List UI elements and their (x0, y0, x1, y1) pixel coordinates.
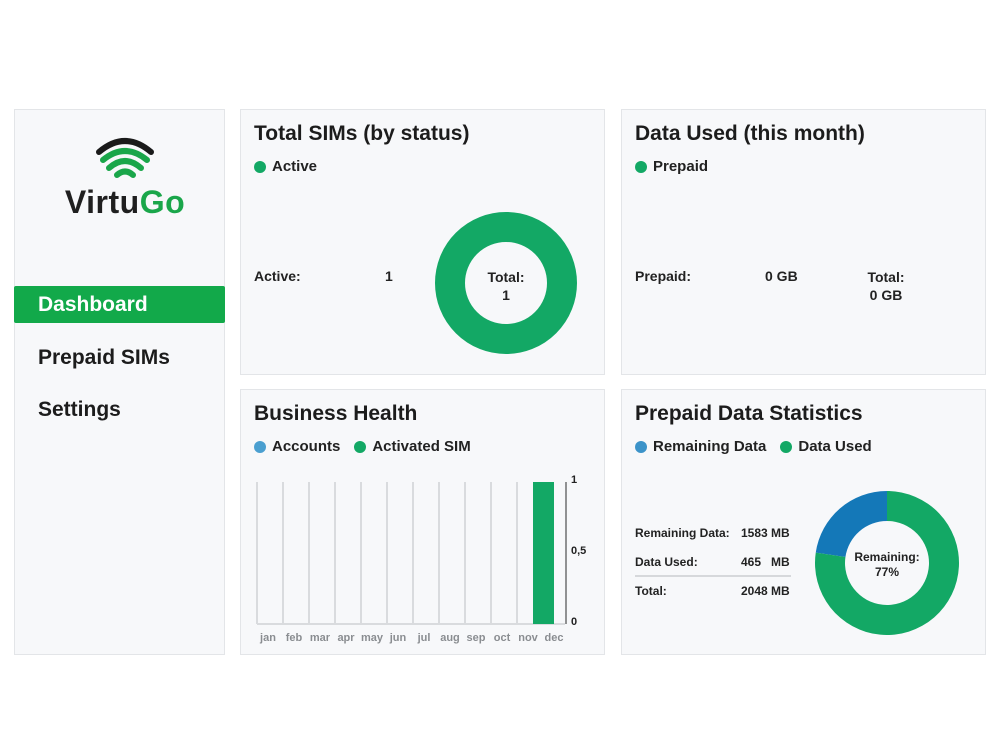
data-used-label: Data Used: (635, 555, 698, 569)
x-tick-label: feb (285, 632, 303, 644)
legend-item-accounts[interactable]: Accounts (254, 438, 340, 455)
legend-dot (635, 160, 647, 173)
total-label: Total: (635, 584, 667, 598)
y-tick-label: 1 (571, 474, 578, 486)
chart-legend: Prepaid (635, 158, 722, 175)
x-tick-label: sep (466, 632, 486, 644)
legend-dot (254, 440, 266, 453)
legend-dot (780, 440, 793, 453)
data-used-value: 465 MB (741, 555, 790, 569)
brand-logo[interactable]: VirtuGo (55, 134, 195, 224)
legend-item-activated-sim[interactable]: Activated SIM (354, 438, 471, 455)
total-sims-donut-chart (435, 212, 577, 354)
total-data-used: Total: 0 GB (867, 269, 905, 303)
remaining-data-label: Remaining Data: (635, 526, 730, 540)
total-sims-card: Total SIMs (by status) Active Active: 1 … (240, 109, 605, 375)
x-tick-label: jul (417, 632, 431, 644)
legend-item-active[interactable]: Active (254, 158, 317, 175)
sidebar-item-prepaid-sims[interactable]: Prepaid SIMs (38, 346, 170, 369)
x-tick-label: jan (260, 632, 276, 644)
chart-legend: Remaining Data Data Used (635, 438, 886, 455)
prepaid-data-donut-chart (815, 491, 959, 635)
brand-name: VirtuGo (64, 184, 186, 220)
business-health-card: Business Health Accounts Activated SIM j… (240, 389, 605, 655)
x-tick-label: nov (518, 632, 538, 644)
legend-item-prepaid[interactable]: Prepaid (635, 158, 708, 175)
sidebar-item-dashboard[interactable]: Dashboard (14, 286, 225, 323)
card-title: Business Health (254, 402, 418, 425)
sidebar: VirtuGo Dashboard Prepaid SIMs Settings (14, 109, 225, 655)
x-tick-label: jun (389, 632, 407, 644)
chart-legend: Accounts Activated SIM (254, 438, 485, 455)
prepaid-value: 0 GB (765, 268, 798, 284)
legend-dot (254, 160, 266, 173)
chart-legend: Active (254, 158, 331, 175)
legend-dot (354, 440, 367, 453)
y-tick-label: 0 (571, 616, 578, 628)
donut-center-label: Remaining: 77% (854, 550, 920, 579)
prepaid-label: Prepaid: (635, 268, 692, 284)
x-tick-label: apr (337, 632, 355, 644)
x-tick-label: aug (440, 632, 460, 644)
sidebar-item-settings[interactable]: Settings (38, 398, 121, 421)
bar-activated-sim-dec (533, 482, 554, 624)
y-tick-label: 0,5 (571, 545, 587, 557)
donut-slice-active (435, 212, 577, 354)
remaining-data-value: 1583 MB (741, 526, 790, 540)
active-value: 1 (385, 268, 393, 284)
x-tick-label: mar (309, 632, 331, 644)
data-used-card: Data Used (this month) Prepaid Prepaid: … (621, 109, 986, 375)
x-tick-label: may (360, 632, 384, 644)
donut-slice-remaining-data (815, 491, 959, 635)
donut-slice-data-used (815, 491, 887, 557)
donut-center-label: Total: 1 (487, 269, 525, 303)
prepaid-data-statistics-card: Prepaid Data Statistics Remaining Data D… (621, 389, 986, 655)
x-tick-label: dec (544, 632, 564, 644)
legend-dot (635, 440, 647, 453)
active-label: Active: (254, 268, 301, 284)
divider (635, 575, 791, 577)
wifi-signal-icon (96, 138, 154, 178)
card-title: Prepaid Data Statistics (635, 402, 863, 425)
legend-item-data-used[interactable]: Data Used (780, 438, 872, 455)
card-title: Total SIMs (by status) (254, 122, 470, 145)
total-value: 2048 MB (741, 584, 790, 598)
legend-item-remaining-data[interactable]: Remaining Data (635, 438, 766, 455)
card-title: Data Used (this month) (635, 122, 865, 145)
business-health-bar-chart (256, 482, 567, 625)
x-tick-label: oct (493, 632, 511, 644)
